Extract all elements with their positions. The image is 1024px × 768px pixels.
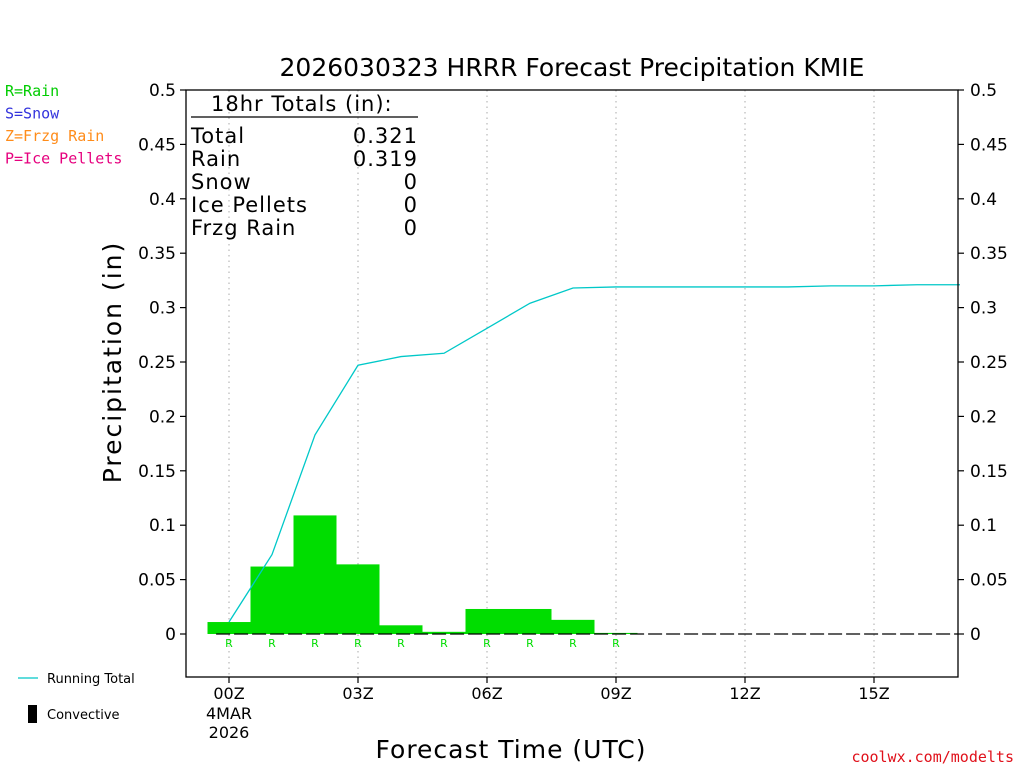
y-axis-label: Precipitation (in) [98,241,127,484]
precip-type-legend-item: P=Ice Pellets [5,150,122,168]
y-tick-label-right: 0.25 [970,353,1008,373]
chart-title: 2026030323 HRRR Forecast Precipitation K… [280,53,865,82]
y-tick-label-right: 0.4 [970,190,997,210]
totals-row-label: Ice Pellets [191,193,308,217]
precip-type-legend-item: S=Snow [5,105,60,123]
y-tick-label-right: 0.2 [970,407,997,427]
y-tick-label-left: 0.5 [149,81,176,101]
y-tick-label-right: 0.1 [970,516,997,536]
x-tick-label: 15Z [858,684,889,703]
ptype-label-h1: R [268,637,276,650]
precip-bar-h7 [508,608,552,634]
y-tick-label-left: 0.4 [149,190,176,210]
ptype-label-h4: R [397,637,405,650]
plot-area: R R R R R R R R R R0 00.05 0.050.1 0.10.15 0.150.2 0.2… [138,81,1008,742]
plot-frame [185,89,959,678]
y-tick-label-left: 0.35 [138,244,176,264]
precip-bar-h2 [293,515,337,634]
x-tick-label: 09Z [600,684,631,703]
precip-bar-h1 [250,566,294,634]
x-tick-label: 06Z [471,684,502,703]
y-tick-label-right: 0.45 [970,135,1008,155]
bottom-legend: Running Total Convective [18,672,135,723]
x-tick-sublabel: 4MAR [206,704,252,723]
y-tick-label-left: 0.45 [138,135,176,155]
ptype-label-h8: R [569,637,577,650]
x-tick-label: 03Z [342,684,373,703]
precip-bar-h8 [551,619,595,634]
totals-row-label: Snow [191,170,252,194]
y-tick-label-left: 0.15 [138,462,176,482]
y-tick-label-left: 0.3 [149,299,176,319]
y-tick-label-left: 0 [165,625,176,645]
y-tick-label-left: 0.1 [149,516,176,536]
precip-bar-h5 [422,631,466,634]
y-tick-label-right: 0.5 [970,81,997,101]
ptype-label-h6: R [483,637,491,650]
ptype-label-h5: R [440,637,448,650]
running-total-legend-label: Running Total [47,672,135,687]
precip-bar-h4 [379,625,423,634]
precip-bar-h3 [336,564,380,634]
ptype-label-h7: R [526,637,534,650]
totals-row-value: 0 [404,216,418,240]
totals-row-label: Frzg Rain [191,216,296,240]
ptype-label-h2: R [311,637,319,650]
y-tick-label-left: 0.05 [138,571,176,591]
ptype-label-h3: R [354,637,362,650]
credit-link[interactable]: coolwx.com/modelts [851,748,1014,766]
totals-row-value: 0.321 [353,124,418,148]
precip-type-legend-item: R=Rain [5,82,59,100]
y-tick-label-right: 0.35 [970,244,1008,264]
x-axis-label: Forecast Time (UTC) [376,735,647,764]
totals-row-value: 0 [404,193,418,217]
totals-row-label: Rain [191,147,241,171]
y-tick-label-right: 0.15 [970,462,1008,482]
totals-row-value: 0 [404,170,418,194]
totals-header: 18hr Totals (in): [211,92,393,116]
totals-row-label: Total [190,124,245,148]
x-tick-label: 00Z [213,684,244,703]
precip-bar-h6 [465,608,509,634]
precip-bar-h0 [207,622,251,634]
y-tick-label-right: 0.3 [970,299,997,319]
ptype-label-h0: R [225,637,233,650]
precip-type-legend: R=Rain S=Snow Z=Frzg Rain P=Ice Pellets [5,82,122,168]
y-tick-label-left: 0.2 [149,407,176,427]
y-tick-label-right: 0 [970,625,981,645]
precip-type-legend-item: Z=Frzg Rain [5,127,104,145]
convective-legend-label: Convective [47,708,120,723]
x-tick-sublabel: 2026 [209,723,250,742]
running-total-line [228,284,960,623]
y-tick-label-right: 0.05 [970,571,1008,591]
ptype-label-h9: R [612,637,620,650]
convective-legend-swatch [28,705,37,723]
totals-box: 18hr Totals (in): Total 0.321 Rain 0.319 Snow… [190,92,418,240]
y-tick-label-left: 0.25 [138,353,176,373]
totals-row-value: 0.319 [353,147,418,171]
x-tick-label: 12Z [729,684,760,703]
